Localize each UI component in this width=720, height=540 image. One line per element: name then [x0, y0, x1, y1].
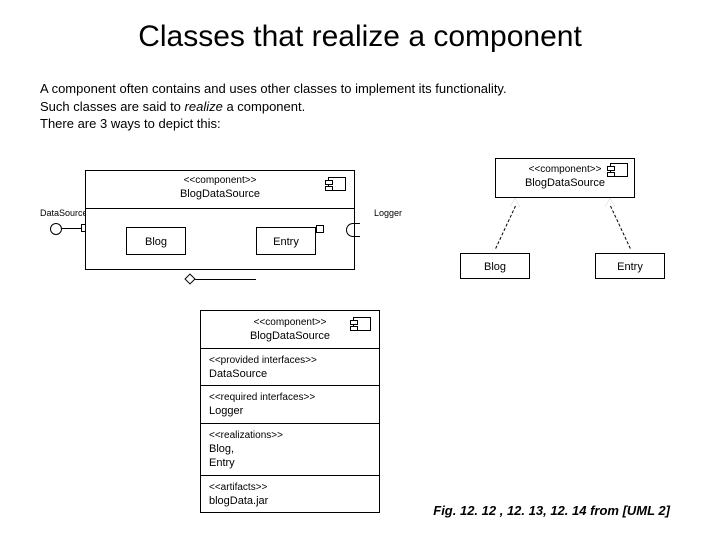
figure-caption: Fig. 12. 12 , 12. 13, 12. 14 from [UML 2…	[433, 503, 670, 518]
d2-class-entry: Entry	[595, 253, 665, 279]
d1-stereotype: <<component>>	[184, 175, 257, 186]
page-title: Classes that realize a component	[0, 20, 720, 54]
d3-head-name: BlogDataSource	[250, 330, 330, 342]
intro-line2-em: realize	[185, 99, 223, 114]
d3-row-text: Logger	[209, 405, 243, 417]
d1-class-entry: Entry	[256, 227, 316, 255]
realization-arrow-line	[495, 206, 516, 249]
ball-interface-icon	[50, 223, 62, 235]
d1-component-header: <<component>> BlogDataSource	[86, 171, 354, 209]
d1-required-iface-label: Logger	[374, 208, 402, 218]
diagram-2-realization-arrows: <<component>> BlogDataSource Blog Entry	[435, 158, 685, 288]
intro-line2b: a component.	[223, 99, 305, 114]
aggregation-diamond-icon	[184, 273, 195, 284]
d3-row-stereo: <<provided interfaces>>	[209, 355, 317, 366]
component-icon	[328, 177, 346, 191]
d3-row-stereo: <<required interfaces>>	[209, 392, 315, 403]
d3-row-stereo: <<realizations>>	[209, 430, 283, 441]
d3-provided-row: <<provided interfaces>> DataSource	[201, 349, 379, 387]
d1-class-blog: Blog	[126, 227, 186, 255]
d3-realizations-row: <<realizations>> Blog, Entry	[201, 424, 379, 476]
d3-head-stereotype: <<component>>	[254, 317, 327, 328]
d1-provided-iface-label: DataSource	[40, 208, 88, 218]
intro-line1: A component often contains and uses othe…	[40, 81, 507, 96]
d2-component-box: <<component>> BlogDataSource	[495, 158, 635, 198]
d3-required-row: <<required interfaces>> Logger	[201, 386, 379, 424]
d3-header-row: <<component>> BlogDataSource	[201, 311, 379, 349]
socket-interface-icon	[346, 223, 360, 237]
d3-artifacts-row: <<artifacts>> blogData.jar	[201, 476, 379, 513]
d1-component-frame: <<component>> BlogDataSource Blog Entry	[85, 170, 355, 270]
intro-line3: There are 3 ways to depict this:	[40, 116, 221, 131]
intro-text: A component often contains and uses othe…	[40, 80, 680, 133]
d3-row-text: blogData.jar	[209, 495, 268, 507]
realization-arrow-line	[610, 206, 631, 249]
port-right-icon	[316, 225, 324, 233]
intro-line2a: Such classes are said to	[40, 99, 185, 114]
d3-row-text: DataSource	[209, 368, 267, 380]
component-icon	[610, 163, 628, 177]
d2-stereotype: <<component>>	[529, 164, 602, 175]
d1-component-body: Blog Entry	[86, 209, 354, 269]
diagram-1-nested-classes: DataSource <<component>> BlogDataSource …	[50, 170, 390, 280]
aggregation-line	[186, 279, 256, 280]
diagram-3-compartment-table: <<component>> BlogDataSource <<provided …	[200, 310, 380, 513]
d1-component-name: BlogDataSource	[180, 188, 260, 200]
d3-row-text: Blog, Entry	[209, 443, 235, 469]
d2-class-blog: Blog	[460, 253, 530, 279]
component-icon	[353, 317, 371, 331]
d2-component-name: BlogDataSource	[525, 177, 605, 189]
d3-row-stereo: <<artifacts>>	[209, 482, 267, 493]
